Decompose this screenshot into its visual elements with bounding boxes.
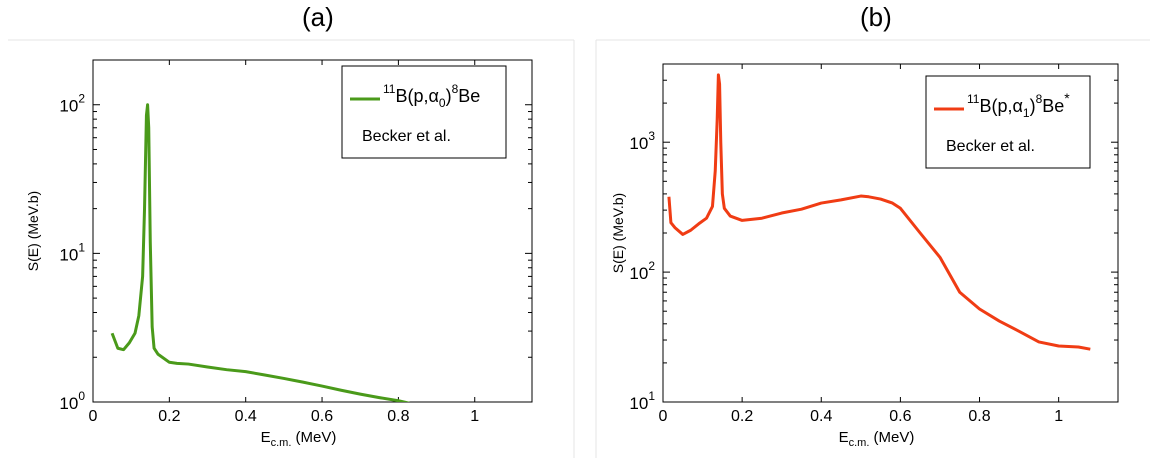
- chart-panel-b: 0 0.2 0.4 0.6 0.8 1 101 102 103 Ec.m. (MeV) S(E) (…: [610, 63, 1119, 449]
- series-line: [667, 73, 1091, 351]
- x-tick-label: 0.4: [810, 408, 832, 425]
- x-tick-label: 1: [470, 408, 479, 425]
- legend-box: [341, 65, 507, 159]
- y-tick-label: 101: [629, 389, 655, 413]
- chart-panel-a: 0 0.2 0.4 0.6 0.8 1 100 101 102 Ec.m. (MeV) S(E) (…: [25, 59, 533, 449]
- x-axis-label: Ec.m. (MeV): [839, 429, 915, 449]
- legend-box: [925, 75, 1091, 169]
- y-axis-label: S(E) (MeV.b): [25, 191, 41, 271]
- x-tick-label: 0.2: [158, 408, 180, 425]
- y-tick-label: 102: [629, 259, 655, 283]
- panel-label-b: (b): [860, 2, 892, 32]
- y-tick-label: 101: [59, 240, 85, 264]
- series-line: [110, 103, 411, 402]
- y-tick-label: 103: [629, 129, 655, 153]
- x-tick-label: 0.8: [387, 408, 409, 425]
- legend-source: Becker et al.: [362, 128, 451, 145]
- plot-frame: [92, 59, 533, 403]
- y-axis-label: S(E) (MeV.b): [610, 193, 626, 273]
- x-axis-label: Ec.m. (MeV): [261, 429, 337, 449]
- legend-reaction: 11B(p,α0)8Be: [383, 82, 480, 110]
- y-tick-label: 100: [59, 389, 85, 413]
- x-tick-label: 0.6: [311, 408, 333, 425]
- x-tick-label: 1: [1054, 408, 1063, 425]
- x-tick-label: 0.8: [968, 408, 990, 425]
- x-tick-label: 0.6: [889, 408, 911, 425]
- legend-reaction: 11B(p,α1)8Be*: [967, 90, 1070, 120]
- panel-label-a: (a): [302, 2, 334, 32]
- x-tick-label: 0.4: [235, 408, 257, 425]
- legend-source: Becker et al.: [946, 138, 1035, 155]
- x-tick-label: 0.2: [731, 408, 753, 425]
- x-tick-label: 0: [89, 408, 98, 425]
- x-tick-label: 0: [659, 408, 668, 425]
- y-tick-label: 102: [59, 92, 85, 116]
